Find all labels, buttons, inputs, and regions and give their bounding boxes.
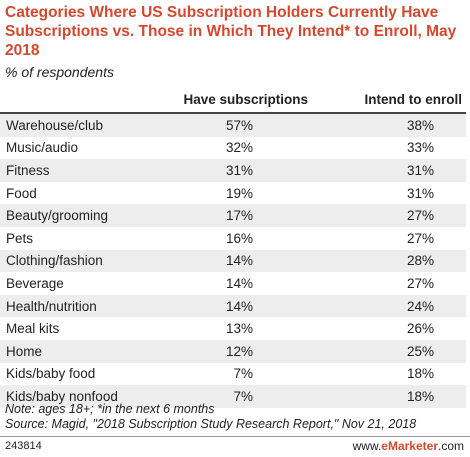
table-row: Beverage 14% 27% — [0, 272, 466, 295]
table-row: Meal kits 13% 26% — [0, 317, 466, 340]
chart-id: 243814 — [5, 440, 42, 452]
brand-name: eMarketer — [381, 439, 438, 453]
row-category: Kids/baby nonfood — [0, 385, 168, 408]
table-row: Health/nutrition 14% 24% — [0, 294, 466, 318]
row-category: Warehouse/club — [0, 113, 168, 137]
row-have-value: 19% — [168, 181, 326, 205]
row-category: Pets — [0, 226, 168, 250]
row-intend-value: 27% — [326, 226, 466, 250]
row-have-value: 16% — [168, 226, 326, 250]
row-intend-value: 26% — [326, 317, 466, 340]
row-have-value: 31% — [168, 159, 326, 182]
column-header-category — [0, 86, 168, 114]
row-intend-value: 31% — [326, 159, 466, 182]
table-row: Music/audio 32% 33% — [0, 136, 466, 160]
row-have-value: 17% — [168, 204, 326, 227]
table-row: Clothing/fashion 14% 28% — [0, 249, 466, 273]
row-have-value: 7% — [168, 362, 326, 386]
row-intend-value: 31% — [326, 181, 466, 205]
row-intend-value: 24% — [326, 294, 466, 318]
row-have-value: 32% — [168, 136, 326, 160]
row-have-value: 57% — [168, 113, 326, 137]
row-category: Food — [0, 181, 168, 205]
chart-subtitle: % of respondents — [5, 64, 114, 80]
chart-title: Categories Where US Subscription Holders… — [5, 4, 457, 59]
data-table: Have subscriptions Intend to enroll Ware… — [0, 86, 466, 408]
row-have-value: 14% — [168, 294, 326, 318]
row-intend-value: 18% — [326, 385, 466, 408]
row-category: Beverage — [0, 272, 168, 295]
brand-logo: www.eMarketer.com — [353, 439, 464, 453]
table-row: Kids/baby food 7% 18% — [0, 362, 466, 386]
table-row: Fitness 31% 31% — [0, 159, 466, 182]
brand-suffix: .com — [437, 439, 464, 453]
row-category: Clothing/fashion — [0, 249, 168, 273]
row-have-value: 14% — [168, 272, 326, 295]
notes: Note: ages 18+; *in the next 6 months So… — [5, 402, 416, 432]
column-header-intend: Intend to enroll — [326, 86, 466, 114]
row-have-value: 12% — [168, 339, 326, 363]
row-category: Music/audio — [0, 136, 168, 160]
row-category: Kids/baby food — [0, 362, 168, 386]
row-have-value: 13% — [168, 317, 326, 340]
row-intend-value: 38% — [326, 113, 466, 137]
table-row: Kids/baby nonfood 7% 18% — [0, 385, 466, 408]
source-text: Source: Magid, "2018 Subscription Study … — [5, 417, 417, 431]
table-row: Pets 16% 27% — [0, 226, 466, 250]
row-intend-value: 18% — [326, 362, 466, 386]
brand-prefix: www. — [352, 439, 382, 453]
table-row: Home 12% 25% — [0, 339, 466, 363]
row-intend-value: 25% — [326, 339, 466, 363]
row-category: Fitness — [0, 159, 168, 182]
row-intend-value: 27% — [326, 272, 466, 295]
row-category: Meal kits — [0, 317, 168, 340]
row-category: Beauty/grooming — [0, 204, 168, 227]
table-row: Food 19% 31% — [0, 181, 466, 205]
row-have-value: 7% — [168, 385, 326, 408]
row-intend-value: 27% — [326, 204, 466, 227]
table-row: Beauty/grooming 17% 27% — [0, 204, 466, 227]
row-intend-value: 33% — [326, 136, 466, 160]
table-row: Warehouse/club 57% 38% — [0, 113, 466, 137]
column-header-have: Have subscriptions — [168, 86, 326, 114]
footer: 243814 www.eMarketer.com — [0, 436, 470, 457]
row-category: Health/nutrition — [0, 294, 168, 318]
row-intend-value: 28% — [326, 249, 466, 273]
row-have-value: 14% — [168, 249, 326, 273]
row-category: Home — [0, 339, 168, 363]
header-row: Have subscriptions Intend to enroll — [0, 86, 466, 114]
note-text: Note: ages 18+; *in the next 6 months — [5, 402, 215, 416]
